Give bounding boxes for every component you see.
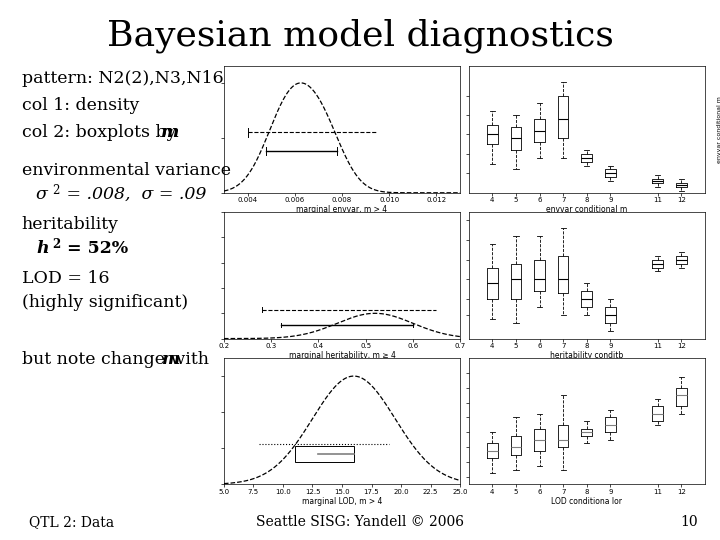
Text: QTL 2: Data: QTL 2: Data	[29, 515, 114, 529]
Text: (highly significant): (highly significant)	[22, 294, 188, 311]
Text: Seattle SISG: Yandell © 2006: Seattle SISG: Yandell © 2006	[256, 515, 464, 529]
Text: m: m	[161, 351, 179, 368]
Text: 2: 2	[53, 184, 60, 197]
Text: h: h	[36, 240, 49, 257]
Text: m: m	[160, 124, 179, 141]
Text: = 52%: = 52%	[61, 240, 128, 257]
Text: σ: σ	[36, 186, 48, 203]
X-axis label: marginal LOD, m > 4: marginal LOD, m > 4	[302, 497, 382, 505]
Text: envvar: envvar	[498, 116, 507, 143]
Text: envvar conditional m: envvar conditional m	[716, 96, 720, 163]
X-axis label: marginal heritability, m ≥ 4: marginal heritability, m ≥ 4	[289, 351, 395, 360]
X-axis label: envvar conditional m: envvar conditional m	[546, 205, 627, 214]
Text: heritability: heritability	[498, 254, 507, 296]
Text: 10: 10	[681, 515, 698, 529]
Text: col 2: boxplots by: col 2: boxplots by	[22, 124, 181, 141]
Text: = .008,  σ = .09: = .008, σ = .09	[61, 186, 207, 203]
Text: 2: 2	[52, 238, 60, 251]
Bar	[294, 446, 354, 462]
Text: pattern: N2(2),N3,N16: pattern: N2(2),N3,N16	[22, 70, 223, 87]
Text: col 1: density: col 1: density	[22, 97, 139, 114]
Text: but note change with: but note change with	[22, 351, 214, 368]
Text: LOD: LOD	[498, 413, 507, 429]
Text: heritability: heritability	[22, 216, 119, 233]
X-axis label: LOD conditiona lor: LOD conditiona lor	[552, 497, 622, 505]
X-axis label: marginal envvar, m > 4: marginal envvar, m > 4	[297, 205, 387, 214]
Text: Bayesian model diagnostics: Bayesian model diagnostics	[107, 19, 613, 53]
Text: environmental variance: environmental variance	[22, 162, 230, 179]
Text: LOD = 16: LOD = 16	[22, 270, 109, 287]
X-axis label: heritability conditb: heritability conditb	[550, 351, 624, 360]
